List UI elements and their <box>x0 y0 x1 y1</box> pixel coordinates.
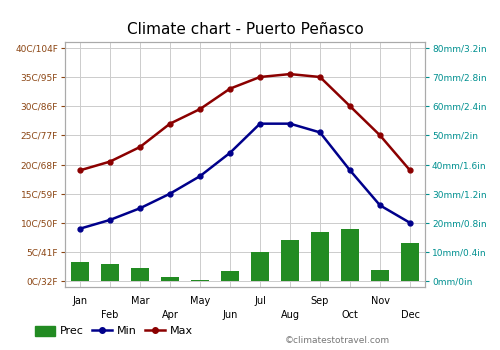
Text: Dec: Dec <box>400 310 419 320</box>
Text: Feb: Feb <box>102 310 118 320</box>
Text: Aug: Aug <box>280 310 299 320</box>
Bar <box>311 232 329 281</box>
Bar <box>221 271 239 281</box>
Text: ©climatestotravel.com: ©climatestotravel.com <box>285 336 390 345</box>
Bar <box>401 243 419 281</box>
Text: Oct: Oct <box>342 310 358 320</box>
Bar <box>281 240 299 281</box>
Bar <box>101 264 119 281</box>
Text: Apr: Apr <box>162 310 178 320</box>
Bar <box>161 277 179 281</box>
Bar <box>341 229 359 281</box>
Bar <box>71 262 89 281</box>
Text: May: May <box>190 296 210 306</box>
Bar <box>131 268 149 281</box>
Legend: Prec, Min, Max: Prec, Min, Max <box>30 321 198 341</box>
Text: Jul: Jul <box>254 296 266 306</box>
Bar <box>191 280 209 281</box>
Text: Sep: Sep <box>311 296 329 306</box>
Text: Jan: Jan <box>72 296 88 306</box>
Text: Nov: Nov <box>370 296 390 306</box>
Text: Mar: Mar <box>131 296 149 306</box>
Text: Jun: Jun <box>222 310 238 320</box>
Bar <box>251 252 269 281</box>
Title: Climate chart - Puerto Peñasco: Climate chart - Puerto Peñasco <box>126 22 364 37</box>
Bar <box>371 270 389 281</box>
